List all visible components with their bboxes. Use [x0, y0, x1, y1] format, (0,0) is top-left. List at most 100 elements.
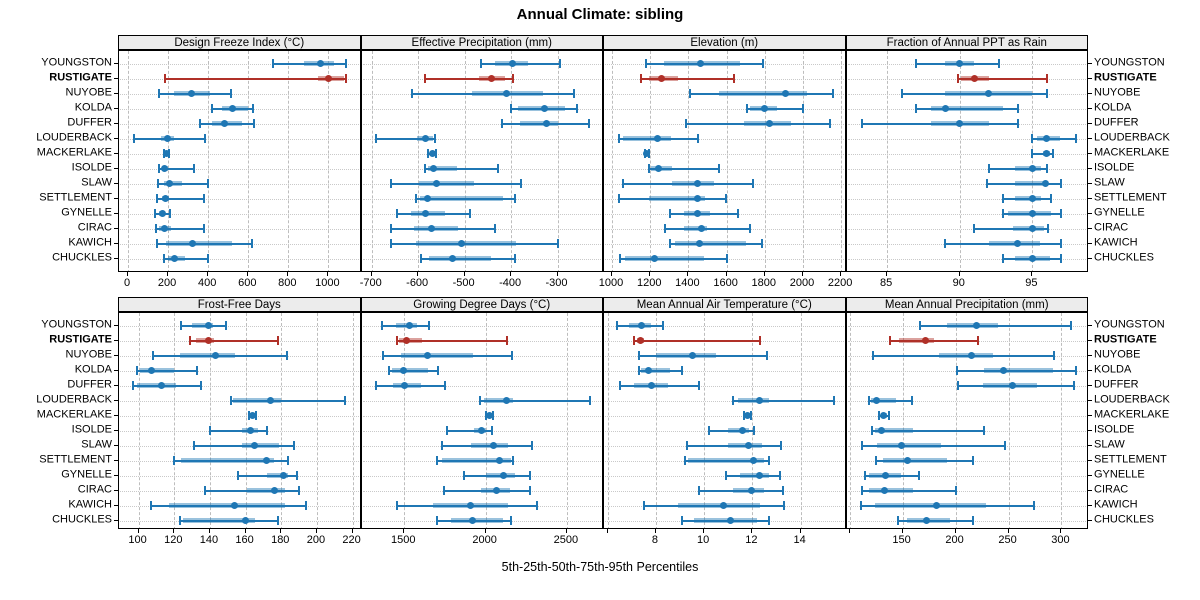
site-label-left-nuyobe: NUYOBE: [65, 86, 112, 98]
whisker-line: [1032, 152, 1053, 155]
site-label-right-isolde: ISOLDE: [1094, 161, 1135, 173]
site-label-right-rustigate: RUSTIGATE: [1094, 333, 1157, 345]
whisker-line: [193, 444, 294, 447]
whisker-cap-high: [1045, 74, 1048, 83]
median-dot: [719, 502, 727, 509]
x-gridline: [802, 51, 804, 271]
whisker-cap-low: [618, 381, 621, 390]
x-tick: [649, 272, 651, 276]
site-row-gridline: [847, 258, 1086, 260]
iqr-band: [677, 503, 760, 508]
whisker-cap-high: [345, 74, 348, 83]
x-gridline: [209, 313, 211, 528]
whisker-line: [165, 77, 347, 80]
x-gridline: [841, 51, 843, 271]
median-dot: [756, 397, 764, 404]
site-label-right-nuyobe: NUYOBE: [1094, 86, 1141, 98]
panel-strip-frost-free-days: Frost-Free Days: [118, 297, 361, 312]
median-dot: [429, 165, 437, 172]
whisker-line: [699, 489, 783, 492]
whisker-cap-high: [1060, 254, 1063, 263]
site-row-tick: [1088, 242, 1092, 244]
whisker-line: [479, 399, 590, 402]
whisker-cap-low: [389, 224, 392, 233]
x-tick-label: 100: [128, 534, 147, 546]
median-dot: [160, 165, 168, 172]
median-dot: [220, 120, 228, 127]
iqr-band: [428, 256, 491, 261]
whisker-cap-low: [500, 119, 503, 128]
site-label-left-youngston: YOUNGSTON: [41, 56, 112, 68]
median-dot: [872, 397, 880, 404]
whisker-line: [746, 107, 803, 110]
whisker-line: [686, 122, 830, 125]
median-dot: [956, 120, 964, 127]
whisker-cap-low: [199, 119, 202, 128]
whisker-cap-low: [956, 381, 959, 390]
site-label-right-gynelle: GYNELLE: [1094, 468, 1145, 480]
whisker-cap-low: [918, 321, 921, 330]
x-tick-label: 90: [952, 277, 965, 289]
median-dot: [970, 75, 978, 82]
site-row-gridline: [120, 168, 359, 170]
whisker-cap-high: [287, 456, 290, 465]
whisker-line: [901, 92, 1047, 95]
whisker-cap-low: [133, 134, 136, 143]
whisker-cap-low: [390, 179, 393, 188]
whisker-cap-high: [224, 321, 227, 330]
panel-title: Elevation (m): [690, 37, 759, 49]
site-row-gridline: [847, 168, 1086, 170]
whisker-cap-high: [305, 501, 308, 510]
whisker-line: [231, 399, 346, 402]
site-row-gridline: [120, 153, 359, 155]
whisker-cap-high: [887, 411, 890, 420]
whisker-cap-high: [1060, 179, 1063, 188]
whisker-line: [872, 354, 1055, 357]
x-gridline: [959, 51, 961, 271]
whisker-line: [273, 62, 347, 65]
whisker-cap-low: [374, 381, 377, 390]
site-row-gridline: [362, 385, 601, 387]
iqr-band: [192, 323, 214, 328]
whisker-line: [987, 182, 1062, 185]
site-row-tick: [114, 212, 118, 214]
median-dot: [403, 337, 411, 344]
median-dot: [877, 427, 885, 434]
site-label-left-kolda: KOLDA: [74, 101, 112, 113]
site-row-gridline: [847, 400, 1086, 402]
site-row-tick: [1088, 77, 1092, 79]
median-dot: [967, 352, 975, 359]
iqr-band: [520, 121, 559, 126]
x-tick: [1007, 529, 1009, 533]
whisker-cap-low: [875, 456, 878, 465]
site-label-left-rustigate: RUSTIGATE: [49, 71, 112, 83]
whisker-cap-low: [724, 471, 727, 480]
site-row-tick: [114, 182, 118, 184]
iqr-band: [164, 181, 183, 186]
site-label-left-isolde: ISOLDE: [71, 161, 112, 173]
median-dot: [882, 472, 890, 479]
x-tick: [484, 529, 486, 533]
median-dot: [424, 195, 432, 202]
median-dot: [941, 105, 949, 112]
whisker-cap-high: [779, 471, 782, 480]
median-dot: [187, 90, 195, 97]
site-row-tick: [114, 122, 118, 124]
x-tick: [327, 272, 329, 276]
iqr-band: [166, 241, 233, 246]
whisker-cap-high: [828, 119, 831, 128]
x-tick-label: -600: [406, 277, 429, 289]
whisker-line: [619, 257, 727, 260]
median-dot: [1043, 150, 1051, 157]
site-label-left-nuyobe: NUYOBE: [65, 348, 112, 360]
x-tick: [1060, 529, 1062, 533]
whisker-cap-low: [435, 456, 438, 465]
whisker-line: [156, 227, 205, 230]
whisker-cap-low: [915, 104, 918, 113]
whisker-cap-low: [1002, 209, 1005, 218]
whisker-line: [725, 474, 781, 477]
median-dot: [761, 105, 769, 112]
median-dot: [1028, 195, 1036, 202]
x-tick: [1031, 272, 1033, 276]
x-gridline: [404, 313, 406, 528]
